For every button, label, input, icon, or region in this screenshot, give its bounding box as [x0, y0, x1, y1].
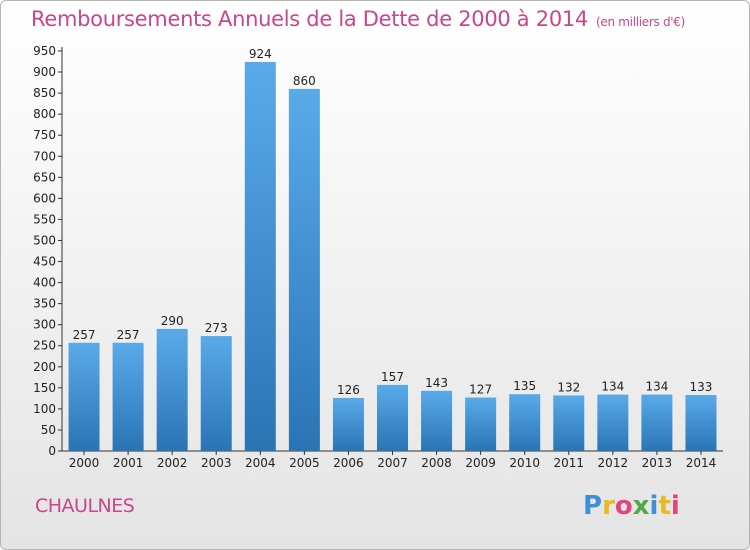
bar-2008	[421, 390, 453, 451]
y-tick-label: 850	[33, 86, 56, 100]
bar-2013	[641, 394, 673, 451]
y-tick-label: 550	[33, 212, 56, 226]
value-label-2007: 157	[381, 370, 404, 384]
x-tick-label-2008: 2008	[421, 456, 452, 470]
bar-2003	[200, 336, 232, 451]
x-tick-label-2007: 2007	[377, 456, 408, 470]
chart-title: Remboursements Annuels de la Dette de 20…	[31, 7, 685, 31]
axes: 0 50 100 150 200 250 300 350 400 450 500 550 600 650 7…	[33, 44, 723, 470]
y-tick-label: 750	[33, 128, 56, 142]
value-label-2014: 133	[690, 380, 713, 394]
bar-2001	[112, 342, 144, 451]
bar-2009	[465, 397, 497, 451]
x-tick-label-2001: 2001	[113, 456, 144, 470]
bars	[68, 61, 717, 452]
value-label-2008: 143	[425, 376, 448, 390]
x-tick-label-2006: 2006	[333, 456, 364, 470]
x-tick-label-2010: 2010	[509, 456, 540, 470]
value-label-2013: 134	[645, 380, 668, 394]
chart-subtitle: (en milliers d'€)	[596, 15, 686, 29]
y-tick-label: 100	[33, 402, 56, 416]
value-label-2004: 924	[249, 47, 272, 61]
x-tick-label-2013: 2013	[642, 456, 673, 470]
value-label-2001: 257	[117, 328, 140, 342]
value-label-2006: 126	[337, 383, 360, 397]
bar-2005	[288, 88, 320, 451]
bar-2011	[553, 395, 585, 451]
y-tick-label: 650	[33, 170, 56, 184]
x-tick-label-2009: 2009	[465, 456, 496, 470]
y-tick-label: 500	[33, 233, 56, 247]
value-label-2011: 132	[557, 380, 580, 394]
y-tick-label: 700	[33, 149, 56, 163]
bar-2007	[377, 384, 408, 451]
bar-2006	[332, 397, 364, 451]
y-tick-label: 0	[48, 444, 56, 458]
value-label-2003: 273	[205, 321, 228, 335]
y-tick-label: 450	[33, 255, 56, 269]
x-tick-label-2012: 2012	[598, 456, 629, 470]
title-text: Remboursements Annuels de la Dette de 20…	[31, 7, 588, 31]
bar-2004	[244, 61, 276, 452]
value-label-2000: 257	[73, 328, 96, 342]
value-label-2012: 134	[601, 380, 624, 394]
x-tick-label-2005: 2005	[289, 456, 320, 470]
commune-name: CHAULNES	[35, 495, 135, 517]
y-tick-label: 800	[33, 107, 56, 121]
bar-2002	[156, 328, 188, 451]
y-tick-label: 250	[33, 339, 56, 353]
logo-letter: x	[632, 491, 650, 521]
x-tick-label-2003: 2003	[201, 456, 232, 470]
y-tick-label: 50	[41, 423, 56, 437]
y-tick-label: 300	[33, 318, 56, 332]
value-label-2005: 860	[293, 74, 316, 88]
logo-letter: i	[670, 491, 680, 521]
y-tick-label: 950	[33, 44, 56, 58]
value-labels: 257 257 290 273 924 860 126 157 143 127 135 132 134 1…	[73, 47, 713, 397]
bar-2012	[597, 394, 629, 451]
value-label-2010: 135	[513, 379, 536, 393]
y-tick-label: 200	[33, 360, 56, 374]
x-tick-label-2011: 2011	[553, 456, 584, 470]
y-tick-label: 400	[33, 276, 56, 290]
y-tick-label: 600	[33, 191, 56, 205]
logo-letter: P	[583, 491, 603, 521]
logo-letter: r	[602, 491, 615, 521]
x-tick-label-2002: 2002	[157, 456, 188, 470]
x-tick-label-2004: 2004	[245, 456, 276, 470]
proxiti-logo: Proxiti	[583, 491, 680, 521]
bar-2010	[509, 394, 541, 451]
logo-letter: t	[658, 491, 671, 521]
x-tick-label-2000: 2000	[69, 456, 100, 470]
logo-letter: o	[614, 491, 633, 521]
value-label-2002: 290	[161, 314, 184, 328]
y-tick-label: 900	[33, 65, 56, 79]
logo-letter: i	[649, 491, 659, 521]
bar-chart: 0 50 100 150 200 250 300 350 400 450 500 550 600 650 7…	[33, 44, 723, 470]
x-tick-label-2014: 2014	[686, 456, 717, 470]
bar-2000	[68, 342, 100, 451]
value-label-2009: 127	[469, 383, 492, 397]
y-tick-label: 150	[33, 381, 56, 395]
bar-2014	[685, 395, 717, 451]
y-tick-label: 350	[33, 297, 56, 311]
